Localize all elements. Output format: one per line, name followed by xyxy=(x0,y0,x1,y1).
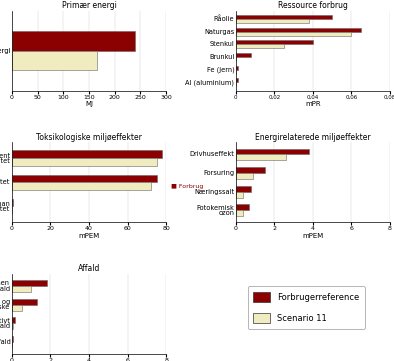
Title: Primær energi: Primær energi xyxy=(61,1,117,10)
Text: ■ Forbrug: ■ Forbrug xyxy=(171,184,203,189)
Bar xyxy=(12,299,37,305)
Bar xyxy=(12,175,156,182)
Bar xyxy=(12,280,46,286)
X-axis label: mPR: mPR xyxy=(305,101,321,107)
Bar xyxy=(236,78,238,82)
Bar xyxy=(236,167,265,173)
Bar xyxy=(12,199,13,206)
Bar xyxy=(236,204,249,210)
Bar xyxy=(12,182,151,190)
Bar xyxy=(236,15,332,19)
Legend: Forbrugerreference, Scenario 11: Forbrugerreference, Scenario 11 xyxy=(247,286,365,329)
Bar xyxy=(12,323,13,329)
Bar xyxy=(236,19,309,23)
Bar xyxy=(236,32,351,36)
Bar xyxy=(12,336,13,342)
Title: Toksikologiske miljøeffekter: Toksikologiske miljøeffekter xyxy=(36,132,142,142)
Bar xyxy=(236,148,309,155)
Bar xyxy=(236,210,243,216)
Bar xyxy=(236,186,251,192)
Bar xyxy=(12,158,156,166)
X-axis label: mPEM: mPEM xyxy=(302,233,323,239)
Bar xyxy=(12,305,22,310)
X-axis label: MJ: MJ xyxy=(85,101,93,107)
Bar xyxy=(236,173,253,179)
Bar xyxy=(12,286,31,292)
Bar xyxy=(12,151,162,158)
Bar xyxy=(236,66,238,70)
X-axis label: mPEM: mPEM xyxy=(78,233,100,239)
Bar xyxy=(236,40,313,44)
Bar xyxy=(236,192,243,197)
Title: Affald: Affald xyxy=(78,264,100,273)
Bar xyxy=(236,44,284,48)
Title: Energirelaterede miljøeffekter: Energirelaterede miljøeffekter xyxy=(255,132,371,142)
Bar xyxy=(12,51,97,70)
Title: Ressource forbrug: Ressource forbrug xyxy=(278,1,348,10)
Bar xyxy=(236,28,361,32)
Bar xyxy=(12,31,135,51)
Bar xyxy=(12,317,15,323)
Bar xyxy=(236,53,251,57)
Bar xyxy=(236,155,286,160)
